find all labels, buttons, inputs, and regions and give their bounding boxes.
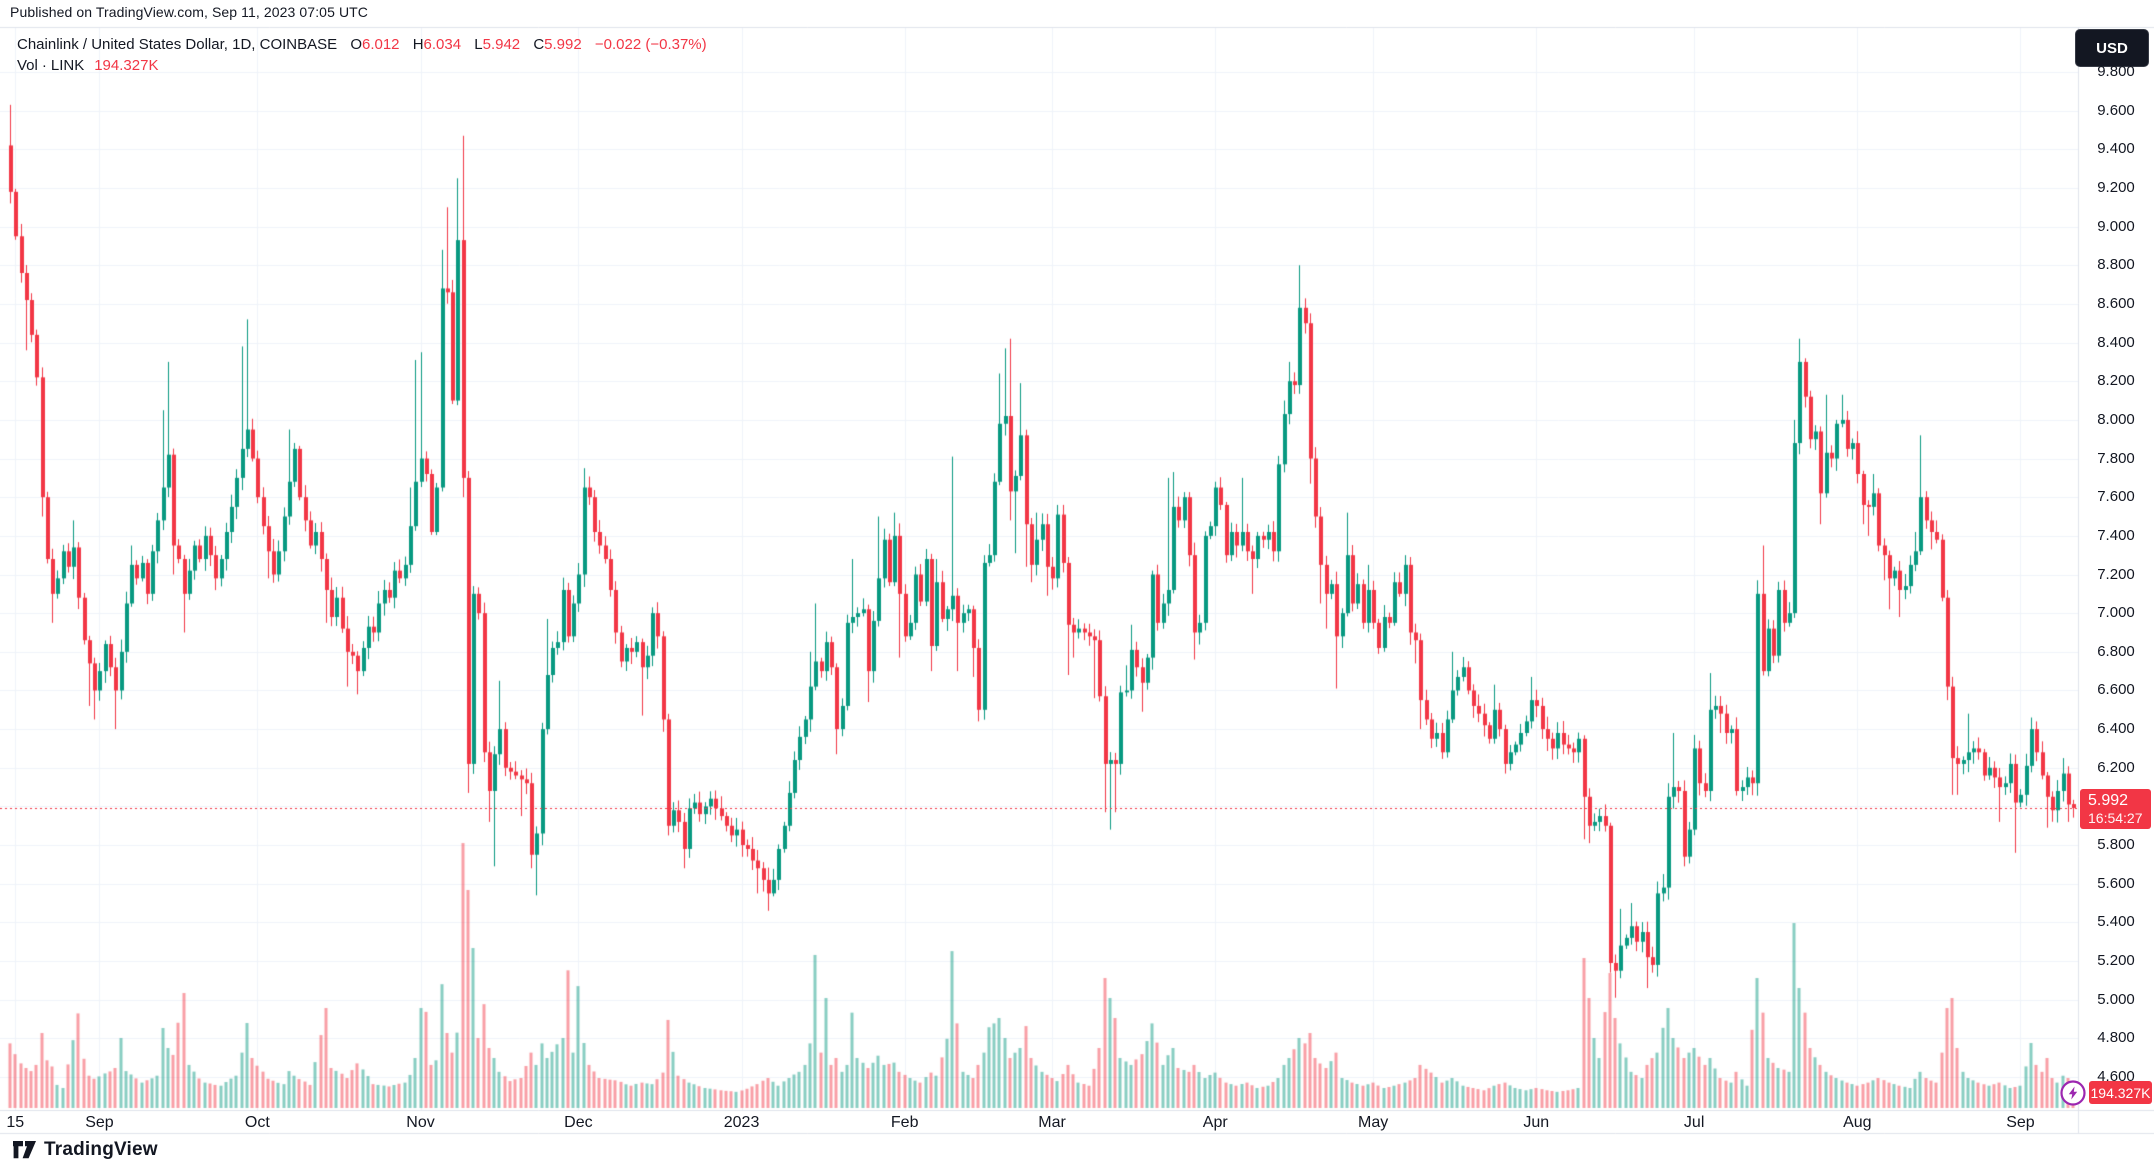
- price-tick-label: 6.600: [2097, 681, 2135, 699]
- time-tick-label: May: [1357, 1114, 1389, 1131]
- legend-symbol-row: Chainlink / United States Dollar, 1D, CO…: [17, 34, 707, 55]
- low-label: L: [474, 36, 483, 53]
- bar-countdown: 16:54:27: [2088, 810, 2143, 826]
- price-tick-label: 9.800: [2097, 63, 2135, 80]
- price-tick-label: 7.600: [2097, 488, 2135, 506]
- price-tick-label: 8.000: [2097, 410, 2135, 428]
- volume-separator: ·: [41, 57, 47, 74]
- volume-value-badge: 194.327K: [2089, 1081, 2152, 1104]
- currency-badge[interactable]: USD: [2075, 29, 2149, 67]
- price-tick-label: 5.000: [2097, 990, 2135, 1008]
- price-tick-label: 9.000: [2097, 217, 2135, 235]
- close-value: 5.992: [544, 36, 582, 53]
- time-tick-label: Jul: [1683, 1114, 1705, 1131]
- lightning-icon: [2068, 1086, 2078, 1100]
- time-tick-label: Aug: [1843, 1114, 1872, 1131]
- symbol-title: Chainlink / United States Dollar, 1D, CO…: [17, 36, 338, 53]
- low-value: 5.942: [482, 36, 521, 53]
- time-tick-label: 15: [6, 1114, 25, 1131]
- last-price-value: 5.992: [2088, 792, 2129, 809]
- price-tick-label: 5.800: [2097, 836, 2135, 854]
- price-tick-label: 7.800: [2097, 449, 2135, 467]
- price-tick-label: 9.400: [2097, 140, 2135, 158]
- price-tick-label: 7.000: [2097, 604, 2135, 622]
- price-tick-label: 7.200: [2097, 565, 2135, 583]
- price-tick-label: 6.800: [2097, 642, 2135, 660]
- open-label: O: [350, 36, 362, 53]
- time-tick-label: Oct: [244, 1114, 270, 1131]
- chart-legend: Chainlink / United States Dollar, 1D, CO…: [17, 34, 707, 76]
- time-tick-label: Sep: [2006, 1114, 2035, 1131]
- price-tick-label: 8.800: [2097, 256, 2135, 274]
- price-tick-label: 8.400: [2097, 333, 2135, 351]
- close-label: C: [533, 36, 545, 53]
- price-tick-label: 8.200: [2097, 372, 2135, 390]
- price-tick-label: 9.200: [2097, 178, 2135, 196]
- time-tick-label: 2023: [723, 1114, 760, 1131]
- time-tick-label: Nov: [406, 1114, 435, 1131]
- legend-volume-row: Vol · LINK 194.327K: [17, 55, 707, 76]
- price-tick-label: 9.600: [2097, 101, 2135, 119]
- brand-name: TradingView: [44, 1139, 158, 1160]
- last-price-label: 5.992 16:54:27: [2080, 789, 2151, 829]
- price-tick-label: 6.400: [2097, 720, 2135, 738]
- price-tick-label: 8.600: [2097, 294, 2135, 312]
- price-tick-label: 6.200: [2097, 758, 2135, 776]
- time-tick-label: Dec: [564, 1114, 593, 1131]
- time-tick-label: Sep: [85, 1114, 114, 1131]
- price-tick-label: 5.200: [2097, 952, 2135, 970]
- published-caption: Published on TradingView.com, Sep 11, 20…: [10, 4, 369, 20]
- volume-value: 194.327K: [94, 57, 159, 74]
- high-value: 6.034: [423, 36, 462, 53]
- time-tick-label: Mar: [1038, 1114, 1066, 1131]
- volume-label: Vol: [17, 57, 38, 74]
- boost-icon[interactable]: [2059, 1079, 2087, 1107]
- high-label: H: [412, 36, 424, 53]
- time-tick-label: Apr: [1202, 1114, 1228, 1131]
- footer: TradingView: [12, 1139, 158, 1161]
- price-tick-label: 7.400: [2097, 526, 2135, 544]
- price-tick-label: 5.400: [2097, 913, 2135, 931]
- price-tick-label: 5.600: [2097, 874, 2135, 892]
- time-tick-label: Jun: [1523, 1114, 1550, 1131]
- tradingview-logo[interactable]: [12, 1140, 37, 1161]
- price-tick-label: 4.800: [2097, 1029, 2135, 1047]
- open-value: 6.012: [361, 36, 400, 53]
- volume-ticker: LINK: [50, 57, 85, 74]
- change-value: −0.022 (−0.37%): [594, 36, 707, 53]
- price-tick-label: 4.600: [2097, 1068, 2135, 1085]
- time-tick-label: Feb: [890, 1114, 919, 1131]
